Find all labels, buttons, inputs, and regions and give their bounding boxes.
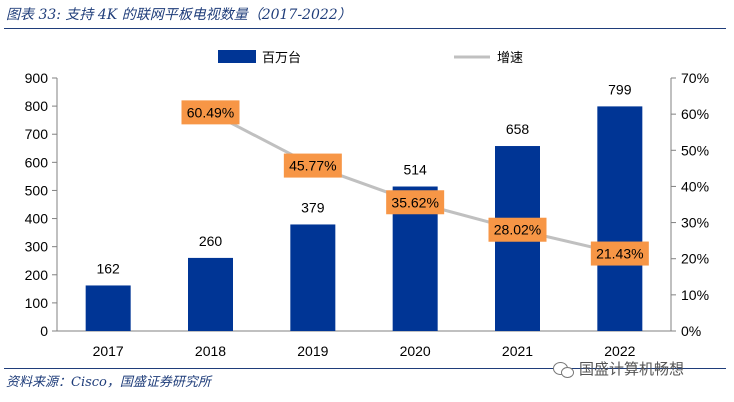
legend-label-line: 增速: [497, 51, 523, 66]
growth-label-box: [386, 190, 445, 215]
figure-title: 图表 33: 支持 4K 的联网平板电视数量（2017-2022）: [6, 7, 352, 23]
growth-point: 28.02%: [488, 217, 547, 242]
wechat-icon: [553, 360, 575, 378]
line-series: 60.49% 45.77% 35.62% 28.02% 21.43%: [181, 100, 649, 266]
right-tick-label: 50%: [681, 142, 709, 158]
left-tick-label: 600: [25, 154, 49, 170]
left-tick-label: 300: [25, 239, 49, 255]
watermark-text: 国盛计算机畅想: [579, 360, 685, 378]
bar: [188, 257, 233, 331]
bar-value-label: 260: [199, 233, 223, 249]
x-tick-label: 2018: [195, 343, 226, 359]
x-axis: 2017 2018 2019 2020 2021 2022: [57, 330, 671, 359]
bar: [597, 106, 643, 332]
left-tick-label: 0: [40, 323, 48, 339]
legend-item-bar: 百万台: [218, 50, 301, 66]
bar-value-label: 162: [96, 260, 120, 276]
growth-label: 21.43%: [596, 246, 643, 262]
title-divider: [4, 28, 726, 29]
watermark: 国盛计算机畅想: [553, 356, 684, 382]
bar: [290, 224, 336, 331]
left-tick-label: 500: [25, 182, 49, 198]
x-tick-label: 2020: [400, 343, 431, 359]
source-divider: [4, 368, 726, 369]
legend-label-bar: 百万台: [262, 51, 301, 66]
growth-label: 35.62%: [391, 194, 438, 210]
x-tick-label: 2021: [502, 343, 533, 359]
bar-series: 162 260 379 514 658 799: [85, 81, 643, 332]
left-tick-label: 700: [25, 126, 49, 142]
bar-value-label: 799: [608, 81, 632, 97]
legend-item-line: 增速: [454, 51, 523, 66]
bar-value-label: 658: [506, 121, 530, 137]
x-tick-label: 2019: [297, 343, 328, 359]
x-tick-label: 2017: [93, 343, 124, 359]
growth-label: 45.77%: [289, 158, 336, 174]
legend-swatch-bar: [218, 50, 256, 63]
growth-point: 21.43%: [590, 241, 649, 266]
growth-point: 35.62%: [386, 190, 445, 215]
growth-point: 60.49%: [181, 100, 240, 125]
left-tick-label: 800: [25, 98, 49, 114]
right-tick-label: 0%: [681, 323, 701, 339]
left-y-axis: 0 100 200 300 400 500 600 700 800 900: [25, 70, 58, 339]
growth-label: 28.02%: [494, 222, 541, 238]
bar: [85, 285, 131, 331]
growth-label-box: [181, 100, 240, 125]
source-note: 资料来源：Cisco，国盛证券研究所: [6, 375, 211, 390]
left-tick-label: 100: [25, 295, 49, 311]
left-tick-label: 200: [25, 267, 49, 283]
right-tick-label: 10%: [681, 287, 709, 303]
legend: 百万台 增速: [218, 50, 523, 66]
bar-value-label: 379: [301, 199, 325, 215]
right-tick-label: 20%: [681, 251, 709, 267]
right-tick-label: 60%: [681, 106, 709, 122]
left-tick-label: 900: [25, 70, 49, 86]
growth-point: 45.77%: [283, 153, 342, 178]
growth-label: 60.49%: [187, 104, 234, 120]
right-tick-label: 70%: [681, 70, 709, 86]
right-tick-label: 30%: [681, 215, 709, 231]
growth-label-box: [590, 241, 649, 266]
bar-value-label: 514: [403, 162, 427, 178]
right-y-axis: 0% 10% 20% 30% 40% 50% 60% 70%: [670, 70, 709, 339]
growth-label-box: [283, 153, 342, 178]
left-tick-label: 400: [25, 211, 49, 227]
x-tick-label: 2022: [604, 343, 635, 359]
right-tick-label: 40%: [681, 178, 709, 194]
growth-label-box: [488, 217, 547, 242]
